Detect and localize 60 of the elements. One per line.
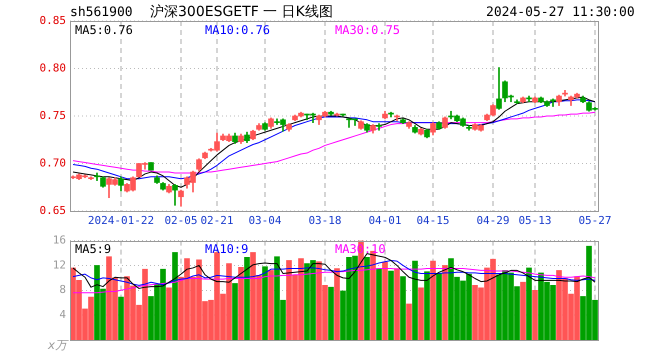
y-tick-label: 0.70 bbox=[40, 156, 66, 170]
x-tick-label: 02-21 bbox=[200, 214, 234, 228]
bar bbox=[442, 265, 448, 340]
x-tick-label: 04-15 bbox=[416, 214, 450, 228]
series-label: MA10:9 bbox=[205, 242, 248, 256]
y-tick-label: 12 bbox=[52, 258, 66, 272]
bar bbox=[436, 273, 442, 340]
x-tick-label: 05-13 bbox=[518, 214, 552, 228]
x-tick-label: 03-04 bbox=[248, 214, 282, 228]
bar bbox=[430, 260, 436, 340]
y-tick-label: 0.65 bbox=[40, 204, 66, 217]
x-tick-label: 02-05 bbox=[164, 214, 198, 228]
bar bbox=[418, 287, 424, 340]
candlestick bbox=[94, 172, 100, 181]
bar bbox=[232, 283, 238, 340]
text: MA10:0.76 bbox=[205, 23, 270, 37]
bar bbox=[526, 268, 532, 340]
bar bbox=[388, 270, 394, 340]
candlestick bbox=[172, 184, 178, 206]
x-tick-label: 04-29 bbox=[476, 214, 510, 228]
bar bbox=[262, 266, 268, 340]
y-tick-label: 0.80 bbox=[40, 61, 66, 74]
bar bbox=[424, 271, 430, 340]
y-tick-label: 8 bbox=[59, 283, 66, 296]
text: MA30:0.75 bbox=[335, 23, 400, 37]
chart-title: 沪深300ESGETF 一 日K线图 bbox=[150, 4, 333, 20]
bar bbox=[244, 257, 250, 340]
bar bbox=[376, 268, 382, 340]
x-tick-label: 2024-01-22 bbox=[88, 214, 154, 228]
bar bbox=[334, 268, 340, 340]
bar bbox=[532, 290, 538, 340]
text: MA5:0.76 bbox=[75, 23, 133, 37]
bar bbox=[412, 260, 418, 340]
bar bbox=[400, 276, 406, 340]
bar bbox=[364, 257, 370, 340]
candlestick bbox=[496, 67, 502, 110]
bar bbox=[394, 268, 400, 340]
bar bbox=[382, 262, 388, 340]
bar bbox=[406, 304, 412, 340]
x-tick-label: 05-27 bbox=[578, 214, 612, 228]
y-tick-label: 16 bbox=[52, 233, 66, 246]
y-tick-label: 0.75 bbox=[40, 108, 66, 122]
x-tick-label: 03-18 bbox=[308, 214, 342, 228]
bar bbox=[520, 282, 526, 340]
y-axis-title: x万 bbox=[48, 338, 68, 352]
candlestick bbox=[562, 90, 568, 96]
bar bbox=[268, 270, 274, 340]
x-tick-label: 04-01 bbox=[368, 214, 402, 228]
bar bbox=[238, 266, 244, 340]
bar bbox=[328, 286, 334, 340]
candlestick bbox=[526, 96, 532, 102]
bar bbox=[118, 296, 124, 340]
y-tick-label: 0.85 bbox=[40, 14, 66, 27]
candlestick bbox=[550, 98, 556, 107]
bar bbox=[166, 287, 172, 340]
chart-subtitle: sh561900 bbox=[70, 5, 133, 20]
y-tick-label: 4 bbox=[59, 308, 66, 322]
text: 2024-05-27 11:30:00 bbox=[486, 5, 635, 20]
series-label: MA5:9 bbox=[75, 242, 112, 256]
bar bbox=[172, 252, 178, 340]
